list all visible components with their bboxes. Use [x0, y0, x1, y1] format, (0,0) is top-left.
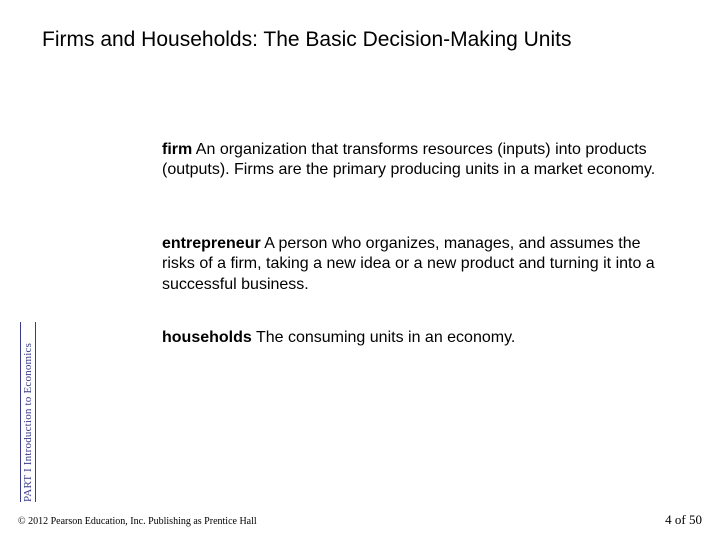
page-number: 4 of 50 [665, 512, 702, 528]
footer: © 2012 Pearson Education, Inc. Publishin… [18, 512, 702, 528]
term-firm: firm [162, 141, 192, 158]
definition-firm: firm An organization that transforms res… [162, 140, 660, 181]
copyright: © 2012 Pearson Education, Inc. Publishin… [18, 516, 257, 527]
term-entrepreneur: entrepreneur [162, 235, 261, 252]
definition-households: households The consuming units in an eco… [162, 328, 660, 348]
deftext-firm: An organization that transforms resource… [162, 141, 655, 178]
part-label: PART I Introduction to Economics [20, 322, 36, 502]
term-households: households [162, 329, 252, 346]
slide: Firms and Households: The Basic Decision… [0, 0, 720, 540]
slide-title: Firms and Households: The Basic Decision… [42, 28, 680, 52]
deftext-households: The consuming units in an economy. [252, 329, 516, 346]
definition-entrepreneur: entrepreneur A person who organizes, man… [162, 234, 660, 295]
